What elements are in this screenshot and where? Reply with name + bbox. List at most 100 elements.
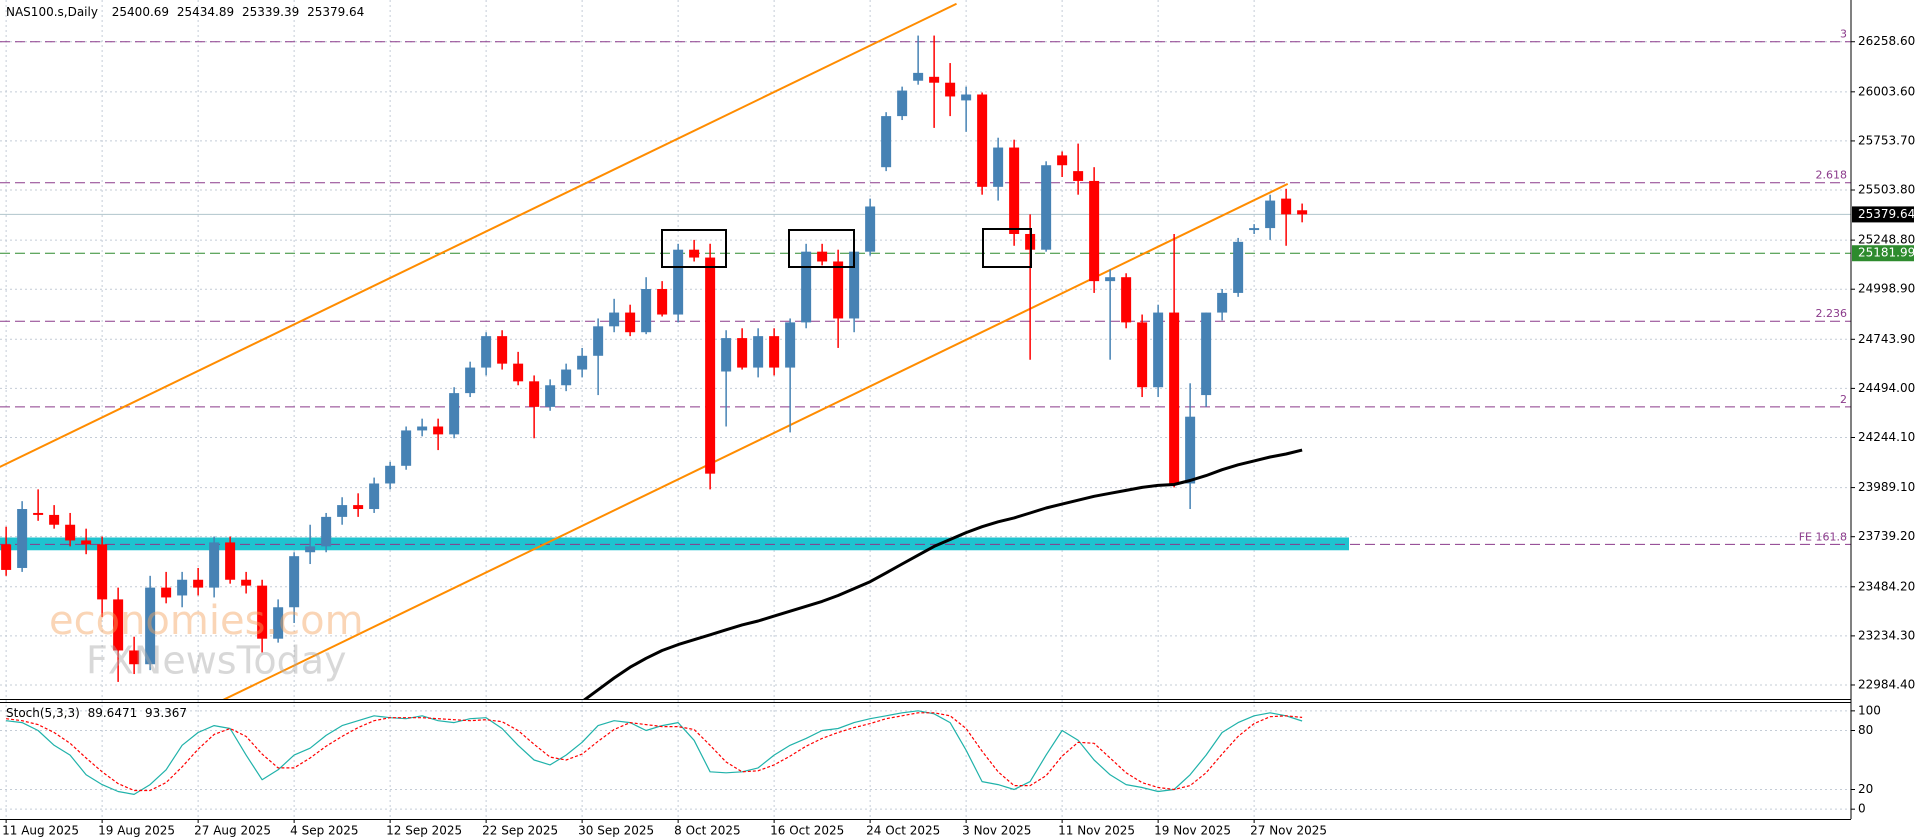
candle-body (1089, 180, 1100, 282)
candle-body (1281, 198, 1292, 215)
indicator-line (583, 448, 1303, 699)
candle-body (785, 322, 796, 368)
candle-body (401, 430, 412, 466)
trend-channel-line (0, 2, 957, 468)
candle-body (817, 251, 828, 262)
candle-body (593, 326, 604, 356)
candle-body (497, 336, 508, 364)
x-tick-label: 22 Sep 2025 (482, 824, 558, 838)
candle-body (289, 556, 300, 608)
candle-body (945, 82, 956, 97)
candle-body (145, 587, 156, 665)
candle-body (977, 94, 988, 187)
candle-body (209, 542, 220, 588)
highlight-box (788, 229, 855, 268)
candle-body (1057, 155, 1068, 166)
candle-body (337, 505, 348, 517)
close-value: 25379.64 (307, 5, 364, 19)
candle-body (1, 544, 12, 570)
candle-body (753, 336, 764, 368)
candle-body (193, 579, 204, 588)
y-tick-label: 26258.60 (1858, 34, 1915, 48)
x-tick-label: 27 Aug 2025 (194, 824, 271, 838)
candle-body (385, 465, 396, 484)
candle-body (17, 509, 28, 568)
fibonacci-level-label: 2.236 (1816, 307, 1848, 320)
x-tick-label: 11 Nov 2025 (1058, 824, 1135, 838)
price-panel (0, 2, 1851, 699)
candle-body (1137, 322, 1148, 388)
y-tick-label: 80 (1858, 723, 1873, 737)
candle-body (897, 90, 908, 117)
candle-body (961, 94, 972, 101)
fibonacci-level-label: 2 (1840, 393, 1847, 406)
candle-body (705, 257, 716, 474)
symbol: NAS100.s,Daily (6, 5, 98, 19)
candle-body (81, 540, 92, 545)
candle-body (1201, 312, 1212, 396)
candle-body (1009, 147, 1020, 234)
k-value: 89.6471 (88, 706, 138, 720)
candle-body (689, 249, 700, 258)
low-value: 25339.39 (242, 5, 299, 19)
candle-body (1041, 165, 1052, 250)
candle-body (369, 483, 380, 510)
candle-body (1121, 277, 1132, 323)
candle-body (97, 544, 108, 600)
trend-channel-line (222, 182, 1289, 699)
x-tick-label: 4 Sep 2025 (290, 824, 358, 838)
indicator-line (6, 710, 1303, 795)
candle-body (609, 312, 620, 327)
candle-body (225, 542, 236, 580)
candle-body (737, 338, 748, 368)
candle-body (449, 393, 460, 435)
candle-body (305, 546, 316, 553)
candle-body (1185, 416, 1196, 484)
candle-body (481, 336, 492, 368)
candle-body (257, 585, 268, 639)
y-tick-label: 25248.80 (1858, 233, 1915, 247)
candle-body (641, 288, 652, 333)
support-zone (0, 537, 1349, 551)
candle-body (769, 336, 780, 368)
x-tick-label: 24 Oct 2025 (866, 824, 940, 838)
d-value: 93.367 (145, 706, 187, 720)
y-tick-label: 26003.60 (1858, 84, 1915, 98)
support-price-box (1852, 245, 1914, 262)
candle-body (513, 363, 524, 382)
candle-body (673, 249, 684, 315)
candle-body (1265, 200, 1276, 229)
x-tick-label: 12 Sep 2025 (386, 824, 462, 838)
x-tick-label: 30 Sep 2025 (578, 824, 654, 838)
x-tick-label: 16 Oct 2025 (770, 824, 844, 838)
candle-body (545, 385, 556, 407)
y-tick-label: 22984.40 (1858, 677, 1915, 691)
candle-body (353, 505, 364, 510)
watermark: economies.com (49, 598, 364, 644)
indicator-name: Stoch(5,3,3) (6, 706, 80, 720)
indicator-line (6, 712, 1303, 792)
candle-body (321, 516, 332, 547)
candle-body (129, 650, 140, 665)
candle-body (577, 355, 588, 370)
candle-body (1073, 171, 1084, 181)
y-tick-label: 24494.00 (1858, 381, 1915, 395)
x-tick-label: 19 Aug 2025 (98, 824, 175, 838)
current-price-label: 25379.64 (1858, 207, 1915, 221)
candle-body (433, 426, 444, 435)
candle-body (993, 147, 1004, 187)
candle-body (529, 381, 540, 407)
candle-body (1297, 210, 1308, 215)
y-tick-label: 23234.30 (1858, 628, 1915, 642)
y-tick-label: 23989.10 (1858, 480, 1915, 494)
y-tick-label: 0 (1858, 802, 1866, 816)
x-tick-label: 27 Nov 2025 (1250, 824, 1327, 838)
candle-body (849, 251, 860, 319)
candle-body (1249, 228, 1260, 231)
y-tick-label: 100 (1858, 703, 1881, 717)
candle-body (177, 579, 188, 596)
x-tick-label: 8 Oct 2025 (674, 824, 741, 838)
chart-header: NAS100.s,Daily 25400.69 25434.89 25339.3… (6, 5, 364, 19)
fibonacci-level-label: FE 161.8 (1799, 530, 1847, 543)
